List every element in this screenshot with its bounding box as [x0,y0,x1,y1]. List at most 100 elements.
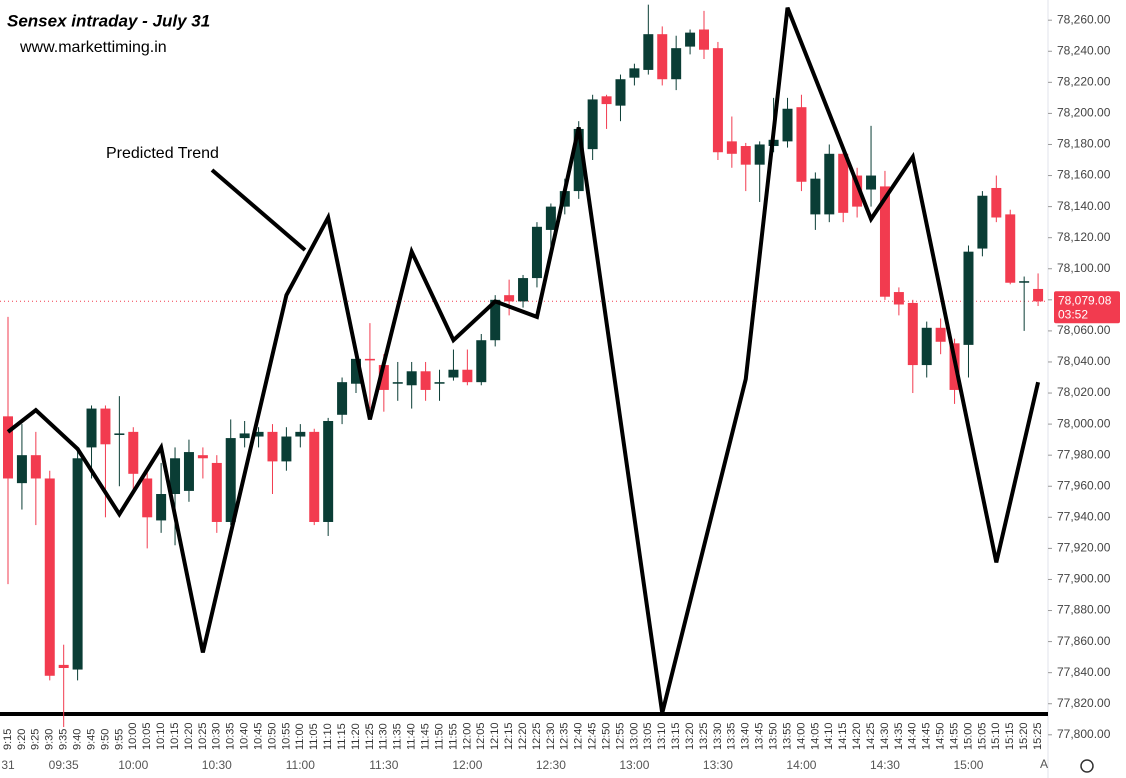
x-tick-label: 14:40 [907,722,919,750]
annotation-pointer [210,168,307,252]
candle-body [392,382,403,384]
time-label: 14:00 [786,758,816,772]
candle-body [991,187,1002,218]
time-label: 14:30 [870,758,900,772]
candle-body [518,278,529,302]
candle-body [170,458,181,495]
y-tick-label: 78,260.00 [1057,12,1111,26]
candle-body [726,141,737,154]
price-tag-label: 78,079.08 [1058,293,1112,307]
candle-body [86,408,97,448]
time-label: 31 [1,758,15,772]
candle-body [879,186,890,297]
x-tick-label: 14:55 [948,722,960,750]
candle-body [323,420,334,522]
time-label: 11:30 [369,758,398,772]
time-label: 15:00 [953,758,983,772]
x-tick-label: 12:35 [559,722,571,750]
candle-body [183,452,194,491]
x-tick-label: 15:00 [962,722,974,750]
x-tick-label: 11:40 [406,723,418,750]
candle-body [476,340,487,383]
candle-body [935,327,946,342]
x-tick-label: 15:10 [990,722,1002,750]
x-tick-label: 10:05 [141,722,153,750]
y-tick-label: 77,820.00 [1057,696,1111,710]
x-tick-label: 12:40 [573,722,585,750]
x-tick-label: 9:35 [58,729,70,750]
candle-body [16,455,27,484]
candle-body [712,48,723,153]
x-tick-label: 12:45 [587,722,599,750]
candle-body [893,292,904,305]
x-tick-label: 13:00 [628,722,640,750]
countdown-label: 03:52 [1058,307,1088,321]
x-tick-label: 13:45 [754,722,766,750]
candle-body [852,175,863,207]
time-label: 13:00 [619,758,649,772]
candle-body [378,365,389,390]
time-label: 11:00 [286,758,315,772]
candle-body [434,382,445,384]
x-tick-label: 14:45 [921,722,933,750]
candle-body [504,295,515,302]
candle-body [671,48,682,80]
x-tick-label: 13:40 [740,722,752,750]
x-tick-label: 9:55 [113,729,125,750]
candle-body [295,431,306,437]
candle-body [907,302,918,366]
time-label: 13:30 [703,758,733,772]
y-tick-label: 77,980.00 [1057,447,1111,461]
time-label: 12:30 [536,758,566,772]
y-tick-label: 77,860.00 [1057,634,1111,648]
price-tag [1054,291,1120,324]
candle-body [1005,214,1016,283]
candle-body [72,458,83,670]
y-tick-label: 77,880.00 [1057,603,1111,617]
x-tick-label: 10:10 [155,722,167,750]
trend-line [6,7,1041,714]
x-tick-label: 10:55 [280,722,292,750]
candle-body [114,433,125,435]
x-tick-label: 14:10 [823,722,835,750]
candle-body [197,455,208,459]
candle-body [573,128,584,192]
y-tick-label: 78,140.00 [1057,199,1111,213]
candle-body [1033,288,1044,302]
x-tick-label: 14:20 [851,722,863,750]
candle-body [156,494,167,521]
time-label: 10:00 [118,758,148,772]
x-tick-label: 11:30 [378,723,390,750]
candle-body [225,438,236,522]
x-tick-label: 9:20 [16,729,28,750]
candle-body [796,107,807,182]
y-tick-label: 77,840.00 [1057,665,1111,679]
y-tick-label: 78,100.00 [1057,261,1111,275]
y-tick-label: 77,920.00 [1057,541,1111,555]
y-tick-label: 78,160.00 [1057,168,1111,182]
x-tick-label: 14:50 [935,722,947,750]
candle-body [239,433,250,439]
candle-body [128,431,139,474]
x-tick-label: 10:25 [197,722,209,750]
x-tick-label: 10:30 [211,722,223,750]
candle-body [657,34,668,80]
x-tick-label: 13:05 [642,722,654,750]
settings-icon[interactable] [1080,759,1094,773]
x-tick-label: 9:30 [44,729,56,750]
x-tick-label: 9:50 [99,729,111,750]
x-tick-label: 13:55 [781,722,793,750]
auto-scale-button[interactable]: A [1040,757,1048,771]
candle-body [643,34,654,70]
chart-subtitle: www.markettiming.in [19,39,167,56]
x-tick-label: 15:25 [1032,722,1044,750]
x-tick-label: 9:15 [2,729,14,750]
x-tick-label: 9:25 [30,729,42,750]
x-tick-label: 13:20 [684,722,696,750]
x-tick-label: 13:30 [712,722,724,750]
x-tick-label: 11:35 [392,723,404,750]
candle-body [406,371,417,386]
candle-body [3,416,13,479]
candle-body [921,327,932,366]
candle-body [253,431,264,437]
